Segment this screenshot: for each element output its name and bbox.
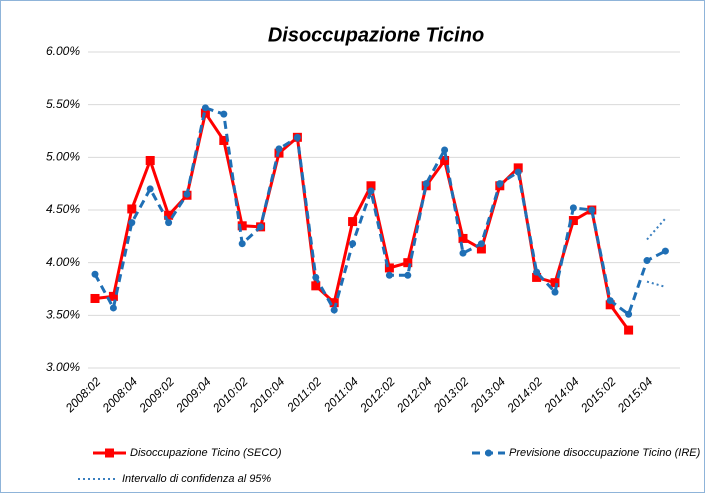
marker: [183, 190, 191, 198]
y-tick-label: 5.50%: [46, 97, 80, 111]
marker: [349, 240, 357, 248]
series-line: [93, 105, 667, 317]
marker: [257, 223, 265, 231]
marker: [164, 210, 174, 220]
marker: [384, 263, 394, 273]
marker: [366, 181, 376, 191]
marker: [459, 249, 467, 257]
marker: [550, 278, 560, 288]
marker: [661, 247, 669, 255]
marker: [385, 271, 393, 279]
marker: [643, 257, 651, 265]
marker: [477, 240, 485, 248]
legend-marker: [105, 448, 114, 458]
y-tick-label: 3.00%: [46, 360, 80, 374]
legend-marker: [485, 449, 492, 457]
marker: [440, 155, 450, 165]
legend-label: Intervallo di confidenza al 95%: [122, 473, 271, 485]
marker: [108, 291, 118, 301]
marker: [220, 110, 228, 118]
marker: [311, 281, 321, 291]
marker: [606, 297, 614, 305]
y-tick-label: 5.00%: [46, 150, 80, 164]
marker: [605, 300, 615, 310]
series-line: [646, 280, 666, 288]
chart-title: Disoccupazione Ticino: [268, 24, 484, 46]
marker: [201, 104, 209, 112]
marker: [532, 272, 542, 282]
marker: [476, 244, 486, 254]
marker: [293, 133, 301, 141]
marker: [422, 180, 430, 188]
y-tick-label: 6.00%: [46, 44, 80, 58]
y-tick-label: 4.50%: [46, 202, 80, 216]
marker: [348, 217, 358, 227]
marker: [404, 271, 412, 279]
marker: [588, 206, 596, 214]
marker: [330, 306, 338, 314]
marker: [441, 146, 449, 154]
marker: [367, 187, 375, 195]
marker: [238, 240, 246, 248]
marker: [165, 219, 173, 227]
marker: [514, 168, 522, 176]
marker: [513, 163, 523, 173]
legend-label: Previsione disoccupazione Ticino (IRE): [509, 447, 701, 459]
marker: [91, 270, 99, 278]
marker: [275, 145, 283, 153]
marker: [625, 310, 633, 318]
marker: [237, 221, 247, 231]
legend-label: Disoccupazione Ticino (SECO): [130, 447, 282, 459]
marker: [145, 155, 155, 165]
marker: [624, 325, 634, 335]
marker: [551, 288, 559, 296]
marker: [458, 233, 468, 243]
marker: [533, 268, 541, 276]
marker: [219, 135, 229, 145]
marker: [329, 298, 339, 308]
marker: [146, 185, 154, 193]
y-tick-label: 4.00%: [46, 255, 80, 269]
marker: [496, 180, 504, 188]
y-tick-label: 3.50%: [46, 308, 80, 322]
marker: [403, 258, 413, 268]
marker: [128, 219, 136, 227]
marker: [127, 204, 137, 214]
marker: [109, 304, 117, 312]
marker: [569, 204, 577, 212]
marker: [90, 293, 100, 303]
marker: [568, 216, 578, 226]
marker: [312, 273, 320, 281]
